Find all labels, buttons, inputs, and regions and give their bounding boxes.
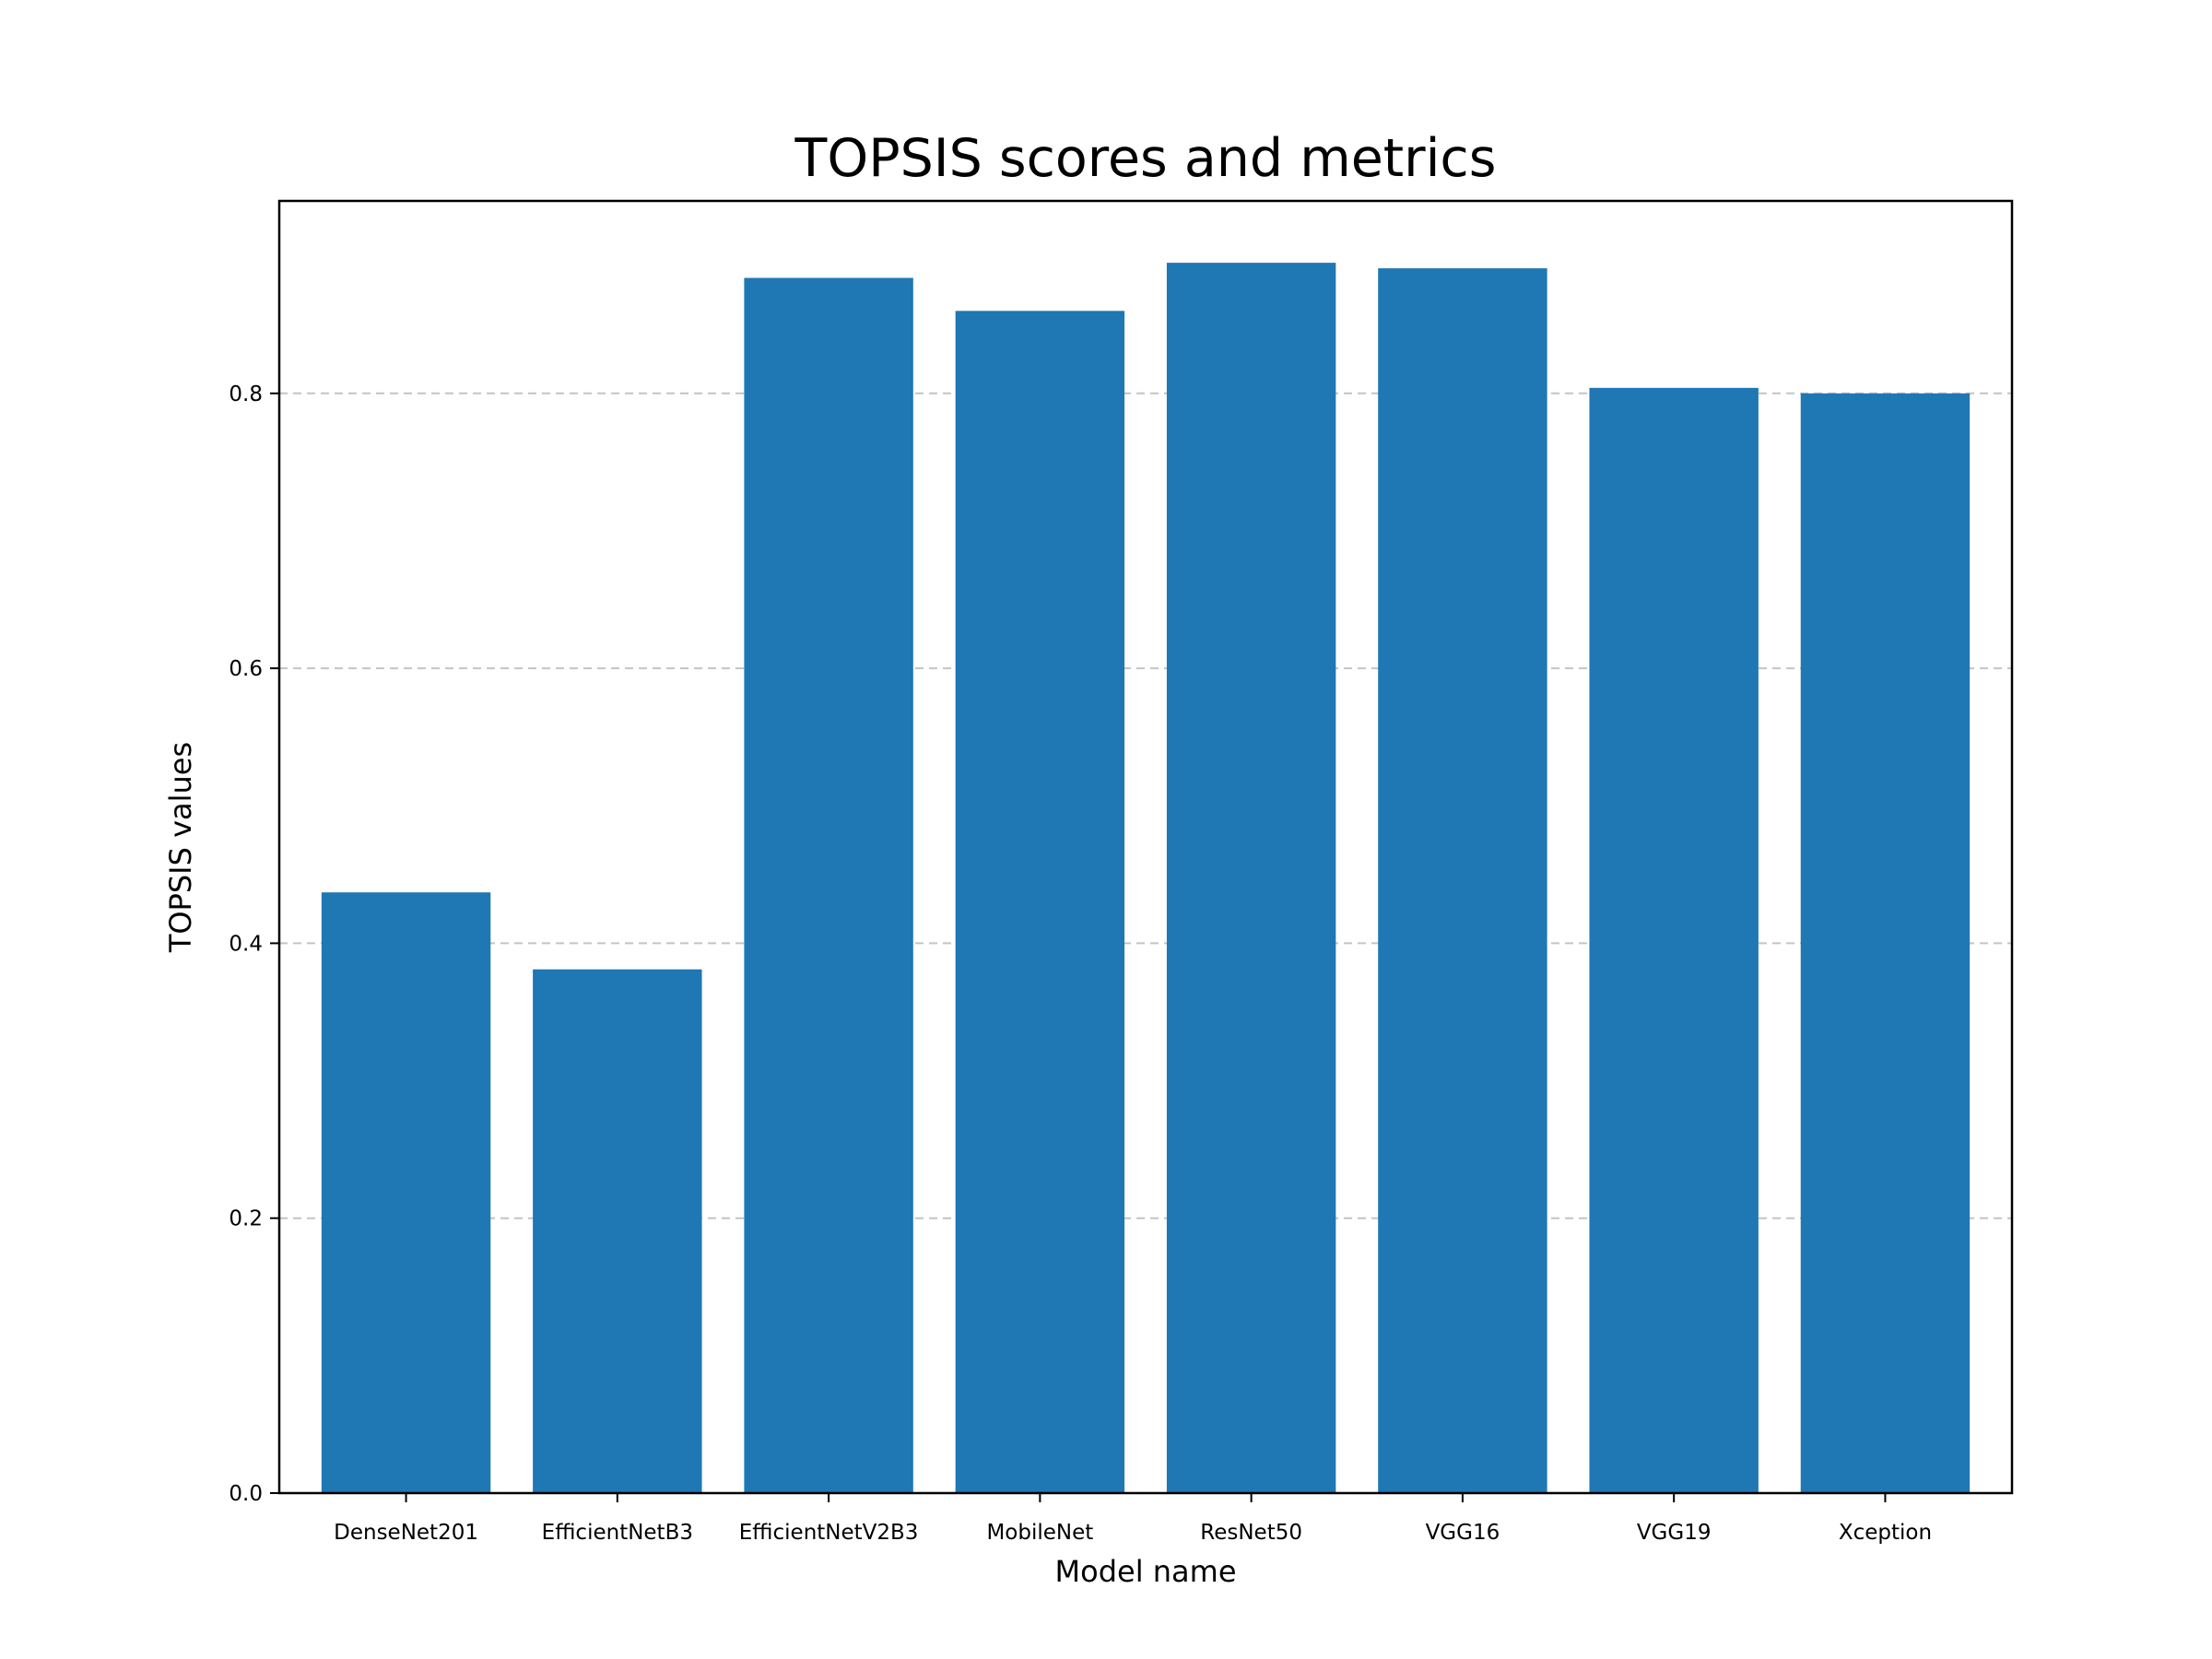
y-axis-ticks: 0.0 0.2 0.4 0.6 0.8 [229,382,279,1506]
bar-efficientnetv2b3 [744,277,913,1493]
bar-densenet201 [321,892,491,1493]
y-tick-label-0: 0.0 [229,1482,263,1506]
bar-xception [1800,393,1971,1494]
x-tick-label-6: VGG19 [1637,1521,1712,1545]
bar-efficientnetb3 [533,969,702,1493]
y-tick-label-4: 0.8 [229,382,263,406]
x-axis-label: Model name [1055,1554,1237,1589]
bar-resnet50 [1166,263,1336,1493]
x-tick-label-3: MobileNet [986,1521,1093,1545]
x-tick-label-0: DenseNet201 [334,1521,478,1545]
x-tick-label-7: Xception [1839,1521,1932,1545]
y-axis-label: TOPSIS values [163,742,198,953]
x-tick-label-2: EfficientNetV2B3 [739,1521,919,1545]
y-tick-label-1: 0.2 [229,1207,263,1231]
x-tick-label-5: VGG16 [1426,1521,1500,1545]
plot-frame [277,199,2014,1495]
y-tick-label-2: 0.4 [229,932,263,956]
x-tick-label-4: ResNet50 [1200,1521,1302,1545]
bar-vgg16 [1378,268,1547,1493]
y-tick-label-3: 0.6 [229,657,263,681]
chart-title: TOPSIS scores and metrics [794,128,1497,189]
x-tick-label-1: EfficientNetB3 [542,1521,693,1545]
bars [321,263,1971,1494]
x-axis-ticks: DenseNet201 EfficientNetB3 EfficientNetV2B… [334,1493,1932,1545]
bar-vgg19 [1589,387,1759,1494]
bar-mobilenet [955,311,1125,1494]
